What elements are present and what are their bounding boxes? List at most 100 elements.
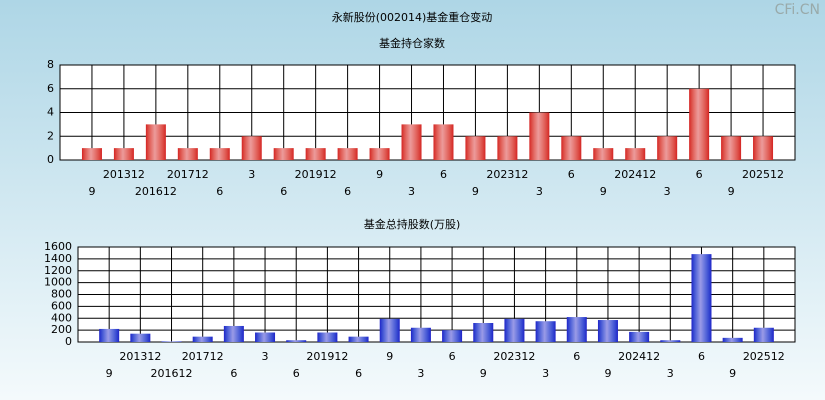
x-tick-label: 9 [600,185,607,198]
bar [597,320,618,342]
x-tick-label: 201612 [151,367,193,380]
y-tick-label: 8 [47,58,54,71]
bar [317,332,338,342]
x-tick-label: 3 [262,350,269,363]
bar [529,112,550,160]
x-tick-label: 3 [664,185,671,198]
bar [209,148,230,160]
y-tick-label: 1000 [44,276,72,289]
bar [691,254,712,342]
y-tick-label: 200 [51,323,72,336]
y-tick-label: 1600 [44,240,72,253]
chart-title: 永新股份(002014)基金重仓变动 [332,10,493,24]
y-tick-label: 1400 [44,252,72,265]
x-tick-label: 201912 [295,168,337,181]
bar [145,124,166,160]
bar [223,325,244,342]
x-tick-label: 9 [472,185,479,198]
bar [561,136,582,160]
bar [305,148,326,160]
x-tick-label: 9 [604,367,611,380]
bar [566,317,587,342]
x-tick-label: 202412 [618,350,660,363]
bar [721,136,742,160]
x-tick-label: 6 [696,168,703,181]
y-tick-label: 4 [47,106,54,119]
x-tick-label: 6 [568,168,575,181]
bar [379,318,400,342]
x-tick-label: 201612 [135,185,177,198]
x-tick-label: 3 [667,367,674,380]
x-tick-label: 9 [106,367,113,380]
bar [113,148,134,160]
x-tick-label: 6 [293,367,300,380]
x-tick-label: 6 [230,367,237,380]
bar [401,124,422,160]
y-tick-label: 600 [51,299,72,312]
bar [255,332,276,342]
bar [161,341,182,342]
bar [625,148,646,160]
x-tick-label: 9 [88,185,95,198]
bar [497,136,518,160]
x-tick-label: 9 [386,350,393,363]
x-tick-label: 6 [698,350,705,363]
x-tick-label: 201912 [306,350,348,363]
subplot-title: 基金持仓家数 [379,36,445,50]
bar [192,336,213,342]
x-tick-label: 6 [573,350,580,363]
bar [753,327,774,342]
x-tick-label: 3 [536,185,543,198]
subplot-title: 基金总持股数(万股) [364,217,461,231]
x-tick-label: 6 [440,168,447,181]
x-tick-label: 202512 [742,168,784,181]
x-tick-label: 6 [280,185,287,198]
y-tick-label: 1200 [44,264,72,277]
bar [465,136,486,160]
x-tick-label: 202312 [486,168,528,181]
x-tick-label: 202412 [614,168,656,181]
x-tick-label: 9 [480,367,487,380]
watermark: CFi.CN [775,2,820,18]
bar [629,331,650,342]
x-tick-label: 3 [248,168,255,181]
bar [130,333,151,342]
x-tick-label: 201712 [167,168,209,181]
bar [535,321,556,342]
x-tick-label: 3 [542,367,549,380]
bar [337,148,358,160]
bar [593,148,614,160]
y-tick-label: 2 [47,129,54,142]
x-tick-label: 9 [728,185,735,198]
x-tick-label: 3 [417,367,424,380]
bar [286,340,307,342]
y-tick-label: 800 [51,288,72,301]
bar [722,337,743,342]
bar [410,327,431,342]
x-tick-label: 6 [355,367,362,380]
bar [753,136,774,160]
y-tick-label: 6 [47,82,54,95]
bar [99,328,120,342]
x-tick-label: 9 [376,168,383,181]
bar [689,88,710,160]
x-tick-label: 6 [344,185,351,198]
bar [660,340,681,342]
x-tick-label: 202512 [743,350,785,363]
bar [504,318,525,342]
y-tick-label: 0 [47,153,54,166]
x-tick-label: 6 [216,185,223,198]
y-tick-label: 0 [65,335,72,348]
bar [348,336,369,342]
bar [657,136,678,160]
bar [177,148,198,160]
bar [81,148,102,160]
bar [273,148,294,160]
x-tick-label: 201312 [103,168,145,181]
x-tick-label: 9 [729,367,736,380]
x-tick-label: 3 [408,185,415,198]
bar [369,148,390,160]
bar [442,330,463,342]
